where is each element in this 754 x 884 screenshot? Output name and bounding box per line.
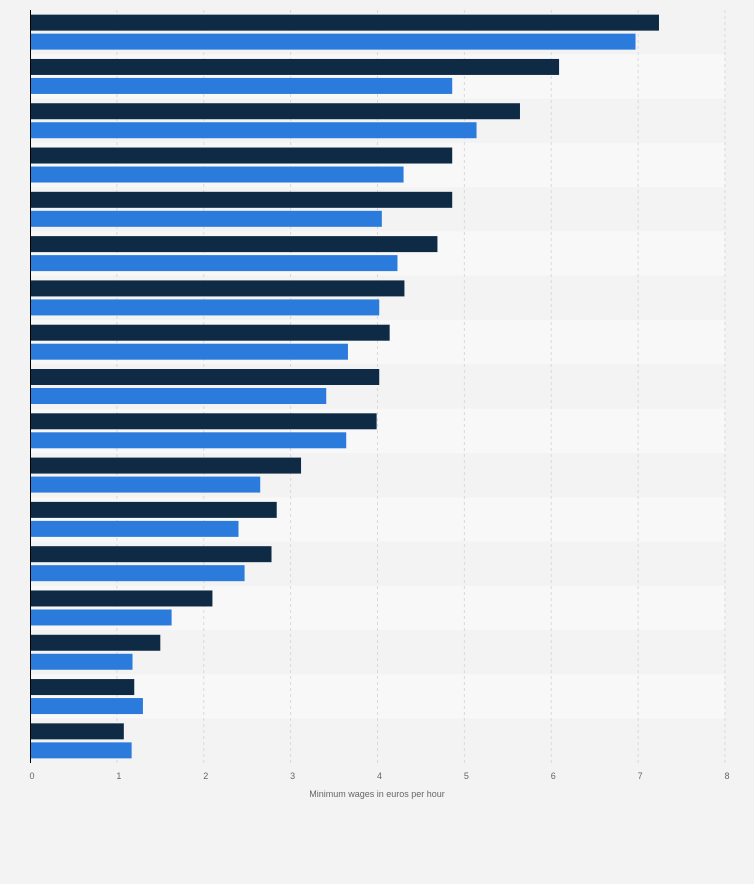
bar	[30, 413, 377, 430]
bar	[30, 58, 560, 75]
bar	[30, 236, 438, 253]
x-tick-labels: 0 1 2 3 4 5 6 7 8	[29, 771, 729, 781]
bar	[30, 476, 261, 493]
bar	[30, 14, 659, 31]
bar	[30, 723, 124, 740]
bar	[30, 324, 390, 341]
bar	[30, 432, 347, 449]
bar	[30, 388, 327, 404]
bar	[30, 609, 172, 626]
bar	[30, 343, 348, 360]
bar	[30, 369, 380, 385]
bar	[30, 698, 143, 715]
bar	[30, 653, 133, 670]
bar	[30, 590, 213, 607]
bar	[30, 33, 636, 50]
bar	[30, 122, 477, 139]
bar	[30, 457, 302, 474]
bar	[30, 679, 135, 696]
x-tick-label: 3	[290, 771, 295, 781]
bar	[30, 77, 453, 94]
x-tick-label: 1	[116, 771, 121, 781]
bar	[30, 634, 161, 651]
x-axis-label: Minimum wages in euros per hour	[309, 789, 445, 799]
bar	[30, 299, 380, 316]
x-tick-label: 5	[464, 771, 469, 781]
bar	[30, 147, 453, 164]
bar	[30, 255, 398, 272]
bar	[30, 565, 245, 582]
bar	[30, 103, 520, 120]
x-tick-label: 2	[203, 771, 208, 781]
bar	[30, 166, 404, 183]
bar	[30, 191, 453, 208]
bar	[30, 280, 405, 297]
x-tick-label: 7	[638, 771, 643, 781]
bar	[30, 520, 239, 537]
x-tick-label: 6	[551, 771, 556, 781]
bar	[30, 546, 272, 563]
bar	[30, 742, 132, 759]
bars	[30, 14, 659, 759]
bar	[30, 501, 277, 518]
x-tick-label: 0	[29, 771, 34, 781]
bar	[30, 210, 382, 227]
x-tick-label: 8	[724, 771, 729, 781]
x-tick-label: 4	[377, 771, 382, 781]
